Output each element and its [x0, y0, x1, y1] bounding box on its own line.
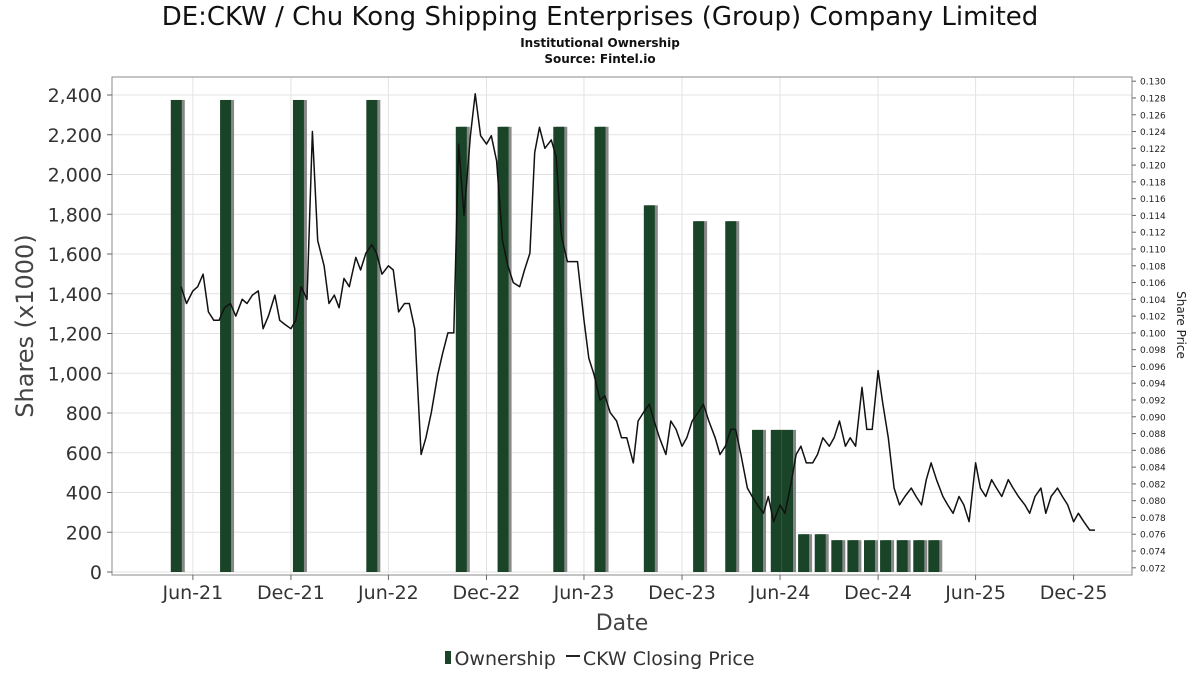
x-tick-label: Dec-24 [844, 582, 912, 604]
ownership-bar [455, 126, 467, 573]
y-tick-label: 1,800 [48, 204, 102, 226]
x-tick-label: Dec-25 [1040, 582, 1108, 604]
y-tick-label: 800 [66, 403, 102, 425]
y2-tick-label: 0.102 [1140, 313, 1166, 323]
x-tick-label: Dec-21 [257, 582, 325, 604]
legend: Ownership CKW Closing Price [0, 648, 1200, 670]
x-tick-label: Jun-25 [944, 582, 1006, 604]
y-tick-label: 600 [66, 443, 102, 465]
y-tick-label: 2,200 [48, 125, 102, 147]
x-tick-label: Jun-22 [357, 582, 419, 604]
y2-tick-label: 0.100 [1140, 329, 1166, 339]
price-swatch [565, 654, 580, 657]
y2-tick-label: 0.096 [1140, 363, 1166, 373]
y-axis-label: Shares (x1000) [11, 234, 39, 417]
y2-tick-label: 0.076 [1140, 531, 1166, 541]
y-tick-label: 2,400 [48, 85, 102, 107]
y2-tick-label: 0.074 [1140, 548, 1166, 558]
y2-tick-label: 0.106 [1140, 279, 1166, 289]
y2-tick-label: 0.120 [1140, 162, 1166, 172]
y2-tick-label: 0.072 [1140, 564, 1166, 574]
ownership-bars [170, 99, 943, 573]
legend-item-price[interactable]: CKW Closing Price [565, 648, 755, 670]
ownership-bar [814, 534, 826, 572]
y2-tick-label: 0.078 [1140, 514, 1166, 524]
y-tick-label: 1,600 [48, 244, 102, 266]
ownership-bar [831, 540, 843, 572]
x-tick-label: Dec-22 [453, 582, 521, 604]
legend-item-ownership[interactable]: Ownership [445, 648, 556, 670]
y2-tick-label: 0.092 [1140, 397, 1166, 407]
ownership-bar [366, 99, 378, 572]
ownership-bar [896, 540, 908, 572]
y2-tick-label: 0.082 [1140, 480, 1166, 490]
y-axis-right: 0.072 0.074 0.076 0.078 0.080 0.082 0.084 0.086… [1132, 78, 1166, 574]
y2-tick-label: 0.114 [1140, 212, 1166, 222]
ownership-bar [847, 540, 859, 572]
y-tick-label: 400 [66, 483, 102, 505]
x-tick-label: Dec-23 [648, 582, 716, 604]
y-axis-left: 0 200 400 600 800 1,000 1,200 1,400 1,600 1,800 2,… [48, 85, 112, 584]
ownership-bar [643, 205, 655, 572]
y2-tick-label: 0.080 [1140, 497, 1166, 507]
y2-tick-label: 0.112 [1140, 229, 1166, 239]
y2-axis-label: Share Price [1174, 291, 1188, 359]
y2-tick-label: 0.098 [1140, 346, 1166, 356]
ownership-bar [220, 99, 232, 572]
y2-tick-label: 0.110 [1140, 245, 1166, 255]
ownership-bar [497, 126, 509, 573]
x-tick-label: Jun-23 [553, 582, 615, 604]
price-line [180, 93, 1095, 531]
y2-tick-label: 0.108 [1140, 262, 1166, 272]
ownership-bar [292, 99, 304, 572]
x-axis-label: Date [596, 611, 649, 636]
chart-subtitle: Institutional Ownership [520, 36, 680, 50]
ownership-bar [913, 540, 925, 572]
y2-tick-label: 0.116 [1140, 195, 1166, 205]
y2-tick-label: 0.126 [1140, 111, 1166, 121]
y2-tick-label: 0.118 [1140, 178, 1166, 188]
chart-source: Source: Fintel.io [544, 52, 656, 66]
ownership-bar [928, 540, 940, 572]
y2-tick-label: 0.090 [1140, 413, 1166, 423]
plot-area [111, 76, 1133, 576]
ownership-bar [594, 126, 606, 573]
ownership-bar [725, 221, 737, 573]
y2-tick-label: 0.088 [1140, 430, 1166, 440]
ownership-bar [693, 221, 705, 573]
y-tick-label: 2,000 [48, 165, 102, 187]
x-tick-label: Jun-21 [162, 582, 224, 604]
y2-tick-label: 0.122 [1140, 145, 1166, 155]
y2-tick-label: 0.084 [1140, 464, 1166, 474]
y-tick-label: 1,000 [48, 363, 102, 385]
ownership-bar [170, 99, 182, 572]
y-tick-label: 1,200 [48, 324, 102, 346]
y2-tick-label: 0.130 [1140, 78, 1166, 88]
y2-tick-label: 0.128 [1140, 94, 1166, 104]
ownership-bar [864, 540, 875, 572]
y2-tick-label: 0.086 [1140, 447, 1166, 457]
ownership-bar [798, 534, 810, 572]
ownership-swatch [445, 651, 452, 664]
legend-price-label: CKW Closing Price [582, 648, 755, 670]
ownership-bar [752, 429, 764, 572]
y2-tick-label: 0.124 [1140, 128, 1166, 138]
legend-ownership-label: Ownership [454, 648, 556, 670]
y-tick-label: 0 [90, 562, 102, 584]
y2-tick-label: 0.104 [1140, 296, 1166, 306]
y-tick-label: 1,400 [48, 284, 102, 306]
price-line-path [180, 93, 1095, 531]
x-axis: Jun-21 Dec-21 Jun-22 Dec-22 Jun-23 Dec-23 Jun-… [162, 575, 1108, 604]
y2-tick-label: 0.094 [1140, 380, 1166, 390]
ownership-bar [770, 429, 782, 572]
grid [112, 77, 1132, 575]
y-tick-label: 200 [66, 522, 102, 544]
x-tick-label: Jun-24 [749, 582, 811, 604]
ownership-bar [553, 126, 565, 573]
ownership-bar [880, 540, 892, 572]
chart-title: DE:CKW / Chu Kong Shipping Enterprises (… [161, 2, 1039, 32]
